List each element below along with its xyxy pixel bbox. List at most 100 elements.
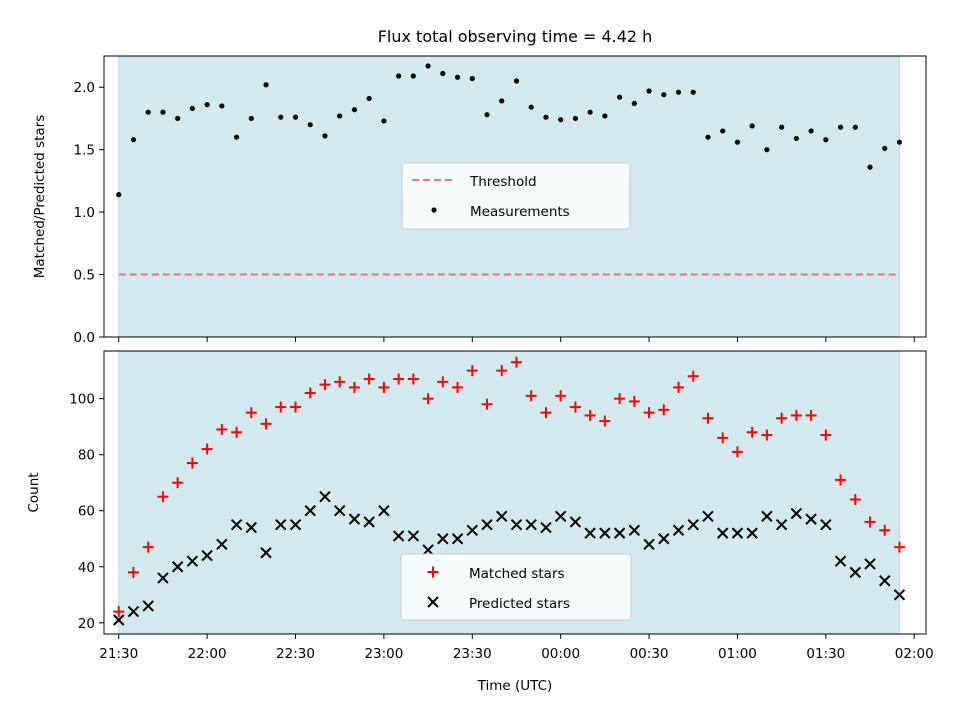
measurement-point — [130, 137, 137, 143]
measurement-point — [720, 128, 726, 134]
measurement-point — [440, 70, 446, 77]
x-tick-label: 22:00 — [188, 646, 227, 662]
matched-star-point — [687, 370, 699, 382]
matched-star-point — [319, 379, 331, 391]
bottom-legend-box — [400, 553, 632, 621]
x-tick-label: 01:30 — [806, 646, 845, 662]
measurement-point — [116, 192, 122, 198]
matched-star-point — [437, 376, 449, 388]
predicted-star-point — [186, 555, 199, 567]
predicted-star-point — [672, 524, 685, 537]
predicted-star-point — [113, 614, 125, 626]
y-tick-label: 40 — [78, 560, 95, 576]
y-tick-label: 60 — [78, 504, 95, 520]
bottom-axes-frame — [103, 350, 927, 635]
matched-star-point — [835, 474, 847, 486]
measurement-point — [764, 147, 770, 153]
matched-star-point — [776, 412, 788, 424]
matched-star-point — [113, 606, 125, 618]
legend-predicted-swatch — [427, 596, 439, 608]
measurement-point — [867, 164, 873, 170]
top-x-ticks — [118, 337, 915, 342]
predicted-star-point — [761, 510, 773, 523]
matched-star-point — [746, 426, 758, 438]
measurement-point — [351, 107, 358, 113]
predicted-star-point — [893, 589, 906, 601]
predicted-star-point — [805, 513, 817, 525]
x-tick-label: 01:00 — [718, 646, 757, 662]
matched-star-point — [790, 409, 802, 421]
predicted-star-point — [363, 516, 375, 528]
measurement-point — [572, 115, 578, 122]
predicted-star-point — [746, 527, 758, 539]
matched-star-point — [216, 423, 228, 435]
matched-star-point — [510, 356, 522, 368]
matched-star-point — [805, 409, 817, 421]
legend-measurements-swatch — [431, 207, 437, 213]
measurement-point — [175, 115, 181, 122]
measurement-point — [675, 89, 682, 95]
matched-star-point — [643, 407, 655, 419]
measurement-point — [896, 139, 903, 145]
matched-star-point — [334, 376, 346, 388]
predicted-star-point — [437, 533, 449, 545]
measurement-point — [616, 94, 623, 100]
y-tick-label: 100 — [69, 392, 95, 408]
measurement-point — [322, 133, 328, 139]
predicted-star-point — [142, 600, 154, 612]
matched-star-point — [172, 477, 184, 489]
x-tick-label: 23:30 — [453, 646, 492, 662]
measurement-point — [882, 145, 888, 152]
measurement-point — [749, 123, 755, 129]
predicted-star-point — [275, 519, 287, 531]
matched-star-point — [731, 446, 743, 458]
matched-star-point — [142, 541, 154, 553]
x-axis-label: Time (UTC) — [477, 678, 553, 694]
measurement-point — [145, 109, 151, 115]
predicted-star-point — [554, 510, 567, 523]
measurement-point — [307, 122, 313, 128]
predicted-star-point — [820, 519, 832, 531]
matched-star-point — [290, 401, 302, 413]
predicted-star-point — [378, 505, 390, 517]
measurement-point — [690, 89, 696, 95]
x-tick-label: 00:00 — [541, 646, 580, 662]
predicted-star-point — [584, 527, 596, 539]
y-tick-label: 0.0 — [74, 330, 95, 346]
predicted-star-point — [289, 519, 302, 531]
predicted-star-point — [658, 533, 670, 545]
predicted-star-point — [333, 505, 346, 517]
matched-star-point — [201, 443, 213, 455]
measurement-point — [499, 98, 505, 104]
matched-star-point — [466, 365, 478, 377]
bottom-x-ticks: 21:30 22:00 22:30 23:00 23:30 00:00 00:30 01:00… — [99, 634, 934, 662]
measurement-point — [602, 113, 608, 119]
predicted-star-point — [569, 516, 582, 528]
predicted-star-point — [834, 555, 847, 567]
measurement-point — [292, 114, 299, 120]
predicted-star-point — [466, 524, 478, 537]
predicted-star-point — [392, 530, 405, 542]
measurement-point — [558, 117, 564, 123]
matched-star-point — [717, 432, 729, 444]
matched-star-point — [849, 494, 861, 506]
matched-star-point — [614, 393, 626, 405]
matched-star-point — [157, 491, 169, 503]
predicted-star-point — [127, 605, 140, 618]
predicted-star-point — [510, 519, 523, 531]
matched-star-point — [702, 412, 714, 424]
matched-star-point — [525, 390, 537, 402]
predicted-star-point — [201, 549, 213, 562]
bottom-y-axis-label: Count — [26, 472, 42, 512]
predicted-star-point — [422, 544, 434, 556]
measurement-point — [381, 118, 387, 124]
measurement-point — [410, 73, 416, 79]
matched-star-point — [393, 373, 405, 385]
predicted-star-point — [687, 519, 699, 531]
measurement-point — [823, 137, 829, 143]
top-axes-frame — [103, 55, 927, 338]
predicted-star-point — [216, 538, 228, 551]
predicted-star-point — [613, 527, 626, 539]
matched-star-point — [363, 373, 375, 385]
measurement-points — [116, 63, 903, 198]
